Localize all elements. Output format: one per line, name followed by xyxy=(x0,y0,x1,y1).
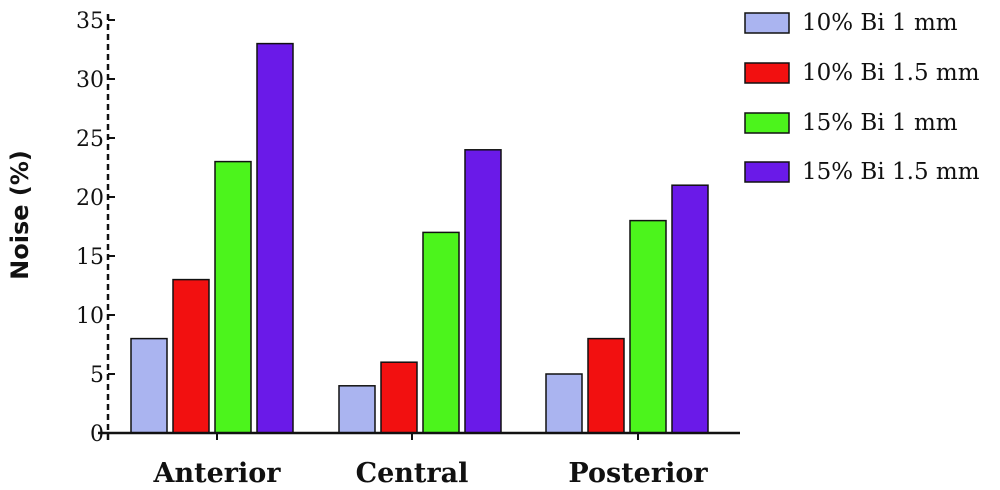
y-tick-label: 0 xyxy=(90,422,104,447)
y-tick-label: 5 xyxy=(90,363,104,388)
bars xyxy=(130,42,709,434)
legend-label-series-1: 10% Bi 1 mm xyxy=(802,10,958,36)
category-labels: Anterior Central Posterior xyxy=(153,458,709,489)
x-axis-ticks xyxy=(216,433,639,440)
y-axis-title: Noise (%) xyxy=(6,150,34,280)
bar-anterior-series-3 xyxy=(214,160,252,434)
y-tick-label: 15 xyxy=(76,245,104,270)
bar-central-series-1 xyxy=(338,385,376,434)
legend-label-series-4: 15% Bi 1.5 mm xyxy=(802,159,980,185)
bar-anterior-series-4 xyxy=(256,42,294,434)
bar-central-series-3 xyxy=(422,231,460,434)
y-tick-label: 30 xyxy=(76,68,104,93)
legend-swatch-series-3 xyxy=(744,112,790,134)
bar-anterior-series-1 xyxy=(130,337,168,434)
y-tick-label: 35 xyxy=(76,9,104,34)
bar-anterior-series-2 xyxy=(172,278,210,434)
y-tick-label: 10 xyxy=(76,304,104,329)
bar-central-series-2 xyxy=(380,361,418,434)
bar-posterior-series-4 xyxy=(671,184,709,434)
category-label-posterior: Posterior xyxy=(568,458,708,489)
legend-swatch-series-1 xyxy=(744,12,790,34)
y-axis-ticks: 0 5 10 15 20 25 30 35 xyxy=(76,9,115,447)
legend-label-series-2: 10% Bi 1.5 mm xyxy=(802,60,980,86)
legend-label-series-3: 15% Bi 1 mm xyxy=(802,110,958,136)
y-tick-label: 25 xyxy=(76,127,104,152)
bar-posterior-series-3 xyxy=(629,219,667,434)
legend-swatch-series-4 xyxy=(744,161,790,183)
category-label-central: Central xyxy=(356,458,469,489)
legend-swatch-series-2 xyxy=(744,62,790,84)
bar-central-series-4 xyxy=(464,149,502,434)
y-tick-label: 20 xyxy=(76,186,104,211)
legend: 10% Bi 1 mm 10% Bi 1.5 mm 15% Bi 1 mm 15% B… xyxy=(744,10,980,185)
bar-posterior-series-2 xyxy=(587,337,625,434)
bar-posterior-series-1 xyxy=(545,373,583,434)
category-label-anterior: Anterior xyxy=(153,458,282,489)
